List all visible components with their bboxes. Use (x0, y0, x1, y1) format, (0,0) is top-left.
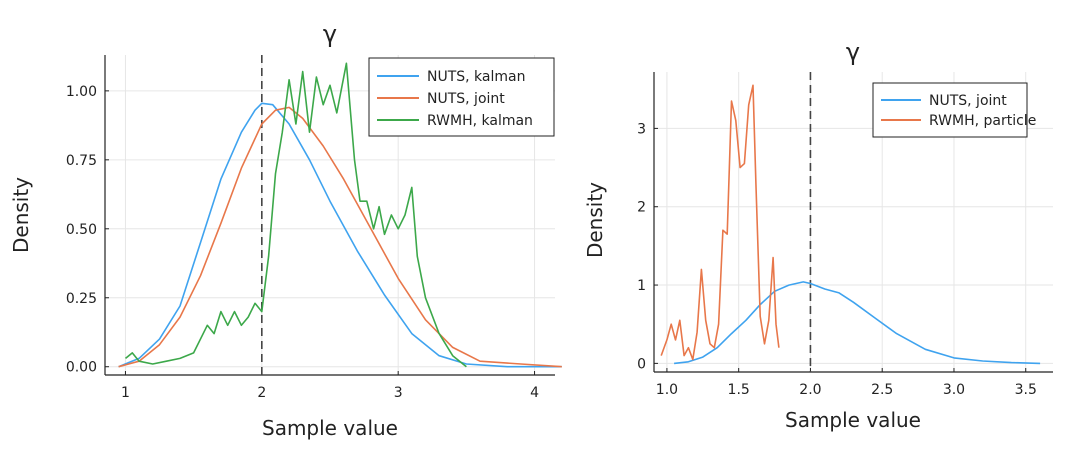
right-x-axis-label: Sample value (785, 408, 921, 432)
left-series-lines (118, 62, 562, 368)
right-y-axis-label: Density (583, 182, 607, 258)
right-x-tick-label: 1.5 (728, 382, 750, 398)
chart-right: 1.0 1.5 2.0 2.5 3.0 3.5 0 1 2 3 γ Sample value D… (583, 38, 1053, 432)
right-y-tick-label: 3 (637, 121, 646, 137)
left-series-nuts-kalman (118, 102, 562, 368)
right-y-ticks: 0 1 2 3 (637, 121, 658, 372)
left-series-nuts-joint (118, 106, 562, 368)
left-series-rwmh-kalman (124, 62, 467, 368)
left-y-axis-label: Density (9, 177, 33, 253)
right-x-ticks: 1.0 1.5 2.0 2.5 3.0 3.5 (656, 368, 1037, 398)
right-chart-title: γ (846, 38, 860, 66)
left-y-tick-label: 0.75 (66, 153, 97, 169)
right-series-rwmh-particle (660, 84, 780, 361)
left-x-axis-label: Sample value (262, 416, 398, 440)
left-x-tick-label: 1 (121, 385, 130, 401)
right-legend-box (872, 82, 1028, 138)
left-x-tick-label: 2 (257, 385, 266, 401)
chart-left: 1 2 3 4 0.00 0.25 0.50 0.75 1.00 γ Sample value… (9, 20, 562, 440)
left-y-tick-label: 0.00 (66, 360, 97, 376)
left-legend-label-0: NUTS, kalman (427, 69, 525, 85)
left-y-tick-label: 0.50 (66, 222, 97, 238)
right-x-tick-label: 2.5 (871, 382, 893, 398)
left-x-tick-label: 4 (530, 385, 539, 401)
left-legend-label-1: NUTS, joint (427, 91, 505, 107)
right-x-tick-label: 1.0 (656, 382, 678, 398)
left-y-tick-label: 0.25 (66, 291, 97, 307)
right-legend-label-0: NUTS, joint (929, 93, 1007, 109)
right-x-tick-label: 3.0 (943, 382, 965, 398)
right-series-lines (660, 84, 1041, 365)
left-legend: NUTS, kalman NUTS, joint RWMH, kalman (368, 57, 555, 137)
right-legend: NUTS, joint RWMH, particle (872, 82, 1036, 138)
left-chart-title: γ (323, 20, 337, 48)
right-x-tick-label: 2.0 (799, 382, 821, 398)
left-y-tick-label: 1.00 (66, 84, 97, 100)
right-y-tick-label: 1 (637, 278, 646, 294)
right-x-tick-label: 3.5 (1015, 382, 1037, 398)
left-y-ticks: 0.00 0.25 0.50 0.75 1.00 (66, 84, 109, 376)
right-series-nuts-joint (674, 281, 1041, 365)
left-x-tick-label: 3 (394, 385, 403, 401)
left-legend-label-2: RWMH, kalman (427, 113, 533, 129)
right-y-tick-label: 2 (637, 200, 646, 216)
right-y-tick-label: 0 (637, 356, 646, 372)
right-legend-label-1: RWMH, particle (929, 113, 1036, 129)
